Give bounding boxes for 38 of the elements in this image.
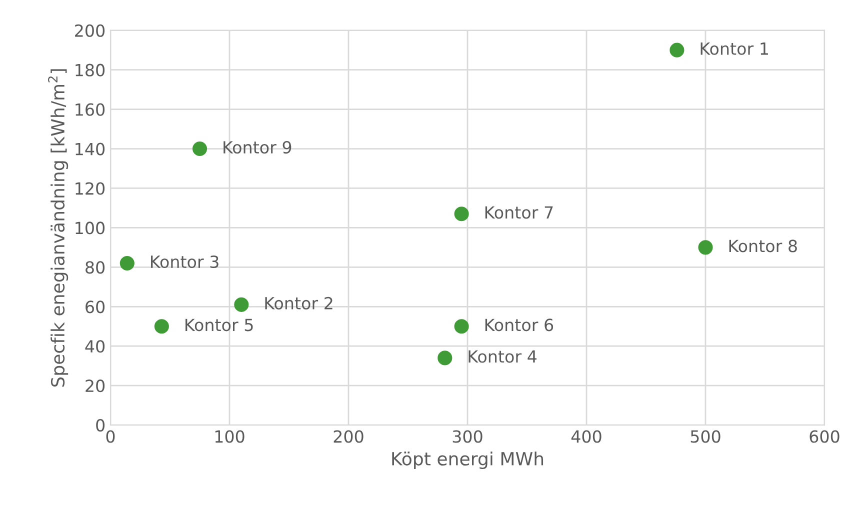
point bbox=[120, 256, 134, 271]
y-tick-label: 100 bbox=[76, 222, 105, 234]
x-tick-label: 500 bbox=[690, 430, 720, 443]
x-tick-label: 400 bbox=[571, 430, 602, 443]
x-tick-label: 300 bbox=[452, 430, 482, 443]
y-tick-label: 60 bbox=[86, 300, 105, 314]
point bbox=[670, 42, 684, 58]
point bbox=[234, 297, 249, 312]
annotation: Kontor 4 bbox=[468, 350, 537, 363]
annotation: Kontor 9 bbox=[224, 140, 292, 154]
y-tick-label: 0 bbox=[96, 419, 105, 432]
y-tick-label: 40 bbox=[85, 340, 105, 353]
y-tick-label: 120 bbox=[76, 182, 105, 195]
annotation: Kontor 1 bbox=[700, 42, 768, 55]
x-tick-label: 0 bbox=[106, 430, 115, 443]
point bbox=[454, 206, 469, 222]
x-tick-label: 200 bbox=[334, 430, 364, 443]
point bbox=[154, 319, 169, 334]
annotation: Kontor 6 bbox=[485, 318, 554, 332]
annotation: Kontor 3 bbox=[151, 255, 218, 268]
y-tick-label: 160 bbox=[76, 103, 105, 116]
y-tick-label: 200 bbox=[75, 24, 105, 37]
point bbox=[698, 240, 713, 255]
y-tick-label: 20 bbox=[86, 380, 105, 392]
x-tick-label: 100 bbox=[215, 430, 244, 443]
y-tick-label: 80 bbox=[86, 261, 105, 274]
y-tick-label: 140 bbox=[76, 142, 105, 156]
annotation: Kontor 7 bbox=[485, 206, 553, 219]
point bbox=[192, 141, 208, 156]
y-tick-label: 180 bbox=[76, 64, 105, 76]
y-axis-title: Specfik enegianvändning [kWh/m$^{2}$] bbox=[48, 69, 68, 387]
annotation: Kontor 8 bbox=[729, 240, 797, 252]
x-axis-title: Köpt energi MWh bbox=[392, 452, 544, 470]
point bbox=[454, 319, 469, 334]
annotation: Kontor 2 bbox=[265, 296, 332, 310]
annotation: Kontor 5 bbox=[186, 318, 253, 332]
x-tick-label: 600 bbox=[810, 430, 840, 443]
point bbox=[438, 350, 452, 366]
